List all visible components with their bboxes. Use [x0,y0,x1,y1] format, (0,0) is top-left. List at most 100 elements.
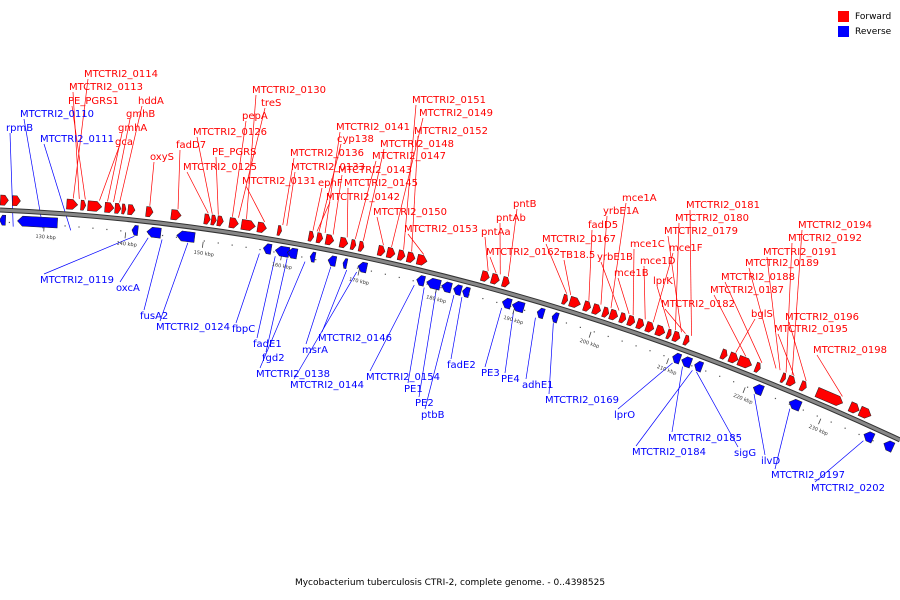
label-mtctri2-0142: MTCTRI2_0142 [326,192,400,203]
label-pe-pgrs1: PE_PGRS1 [68,96,119,107]
gene-body [342,258,349,270]
forward-gene-52 [785,374,796,387]
label-mtctri2-0154: MTCTRI2_0154 [366,372,440,383]
gene-body [568,295,581,308]
forward-gene-24 [357,240,365,252]
reverse-gene-7 [274,245,291,258]
gene-body [453,284,463,296]
forward-gene-48 [727,351,739,364]
label-pe4: PE4 [501,374,520,385]
gene-body [551,312,560,324]
label-mce1f: mce1F [669,243,703,254]
leader-mtctri2-0147 [354,160,377,240]
gene-body [0,214,7,226]
label-pe1: PE1 [404,384,423,395]
label-mtctri2-0198: MTCTRI2_0198 [813,345,887,356]
minor-tick [92,227,94,229]
reverse-gene-20 [536,307,546,320]
map-caption: Mycobacterium tuberculosis CTRI-2, compl… [294,578,606,588]
leader-mtctri2-0113 [72,91,80,199]
leader-fbpc [235,253,260,324]
gene-body [256,221,267,233]
minor-tick [816,415,818,417]
minor-tick [78,226,80,228]
label-mtctri2-0189: MTCTRI2_0189 [745,258,819,269]
forward-gene-2 [11,195,21,207]
tick-230-kbp: 230 kbp [808,418,829,438]
leader-fade2 [450,297,463,360]
tick-mark [742,387,746,394]
reverse-gene-11 [342,258,349,270]
reverse-gene-18 [501,297,513,310]
gene-body [357,261,369,274]
gene-body [635,317,645,330]
gene-body [582,300,591,312]
gene-body [501,276,510,288]
minor-tick [691,365,693,367]
label-mtctri2-0191: MTCTRI2_0191 [763,247,837,258]
gene-body [146,226,162,239]
gene-body [396,249,406,261]
label-mtctri2-0202: MTCTRI2_0202 [811,483,885,494]
leader-fgd2 [265,258,288,353]
leader-mtctri2-0141 [324,131,341,233]
tick-label: 130 kbp [35,234,56,241]
tick-220-kbp: 220 kbp [732,387,753,406]
leader-mtctri2-0154 [369,284,415,372]
label-fade2: fadE2 [447,360,476,371]
forward-gene-22 [338,236,349,249]
leader-yrbe1a [600,215,608,305]
leader-pe4 [504,311,514,374]
reverse-gene-10 [327,255,338,267]
gene-body [324,234,335,246]
label-mtctri2-0141: MTCTRI2_0141 [336,122,410,133]
label-mtctri2-0125: MTCTRI2_0125 [183,162,257,173]
label-sigg: sigG [734,448,756,459]
label-mtctri2-0188: MTCTRI2_0188 [721,272,795,283]
gene-body [798,380,807,392]
minor-tick [161,234,164,237]
legend-forward: Forward [838,9,891,24]
gene-body [847,401,860,414]
leader-mtctri2-0187 [713,294,747,357]
label-pe2: PE2 [415,398,434,409]
gene-body [114,202,122,214]
gene-body [672,352,683,365]
leader-mtctri2-0151 [403,104,417,250]
leader-lpro [617,362,673,410]
reverse-gene-8 [286,247,299,260]
label-mtctri2-0133: MTCTRI2_0133 [291,162,365,173]
leader-mtctri2-0146 [321,269,348,333]
leader-mtctri2-0152 [411,135,419,252]
leader-mce1b [617,277,630,315]
forward-gene-29 [415,253,428,266]
gene-body [618,312,627,324]
reverse-gene-6 [263,243,273,255]
label-pepa: pepA [242,111,268,122]
leader-oxys [149,161,155,206]
forward-gene-14 [216,215,224,227]
label-mtctri2-0113: MTCTRI2_0113 [69,82,143,93]
gene-body [274,245,291,258]
tick-label: 180 kbp [425,294,446,305]
legend-reverse: Reverse [838,24,891,39]
tick-mark [357,269,360,276]
tick-label: 140 kbp [116,240,137,248]
label-mtctri2-0162: MTCTRI2_0162 [486,247,560,258]
forward-gene-42 [644,321,655,333]
backbone-line [0,208,900,442]
label-rpmb: rpmB [6,123,33,134]
legend-reverse-label: Reverse [855,26,892,37]
label-mtctri2-0185: MTCTRI2_0185 [668,433,742,444]
tick-label: 230 kbp [808,424,829,438]
minor-tick [649,350,651,352]
reverse-gene-12 [357,261,369,274]
minor-tick [398,276,400,279]
label-pntab: pntAb [496,213,526,224]
leader-mtctri2-0148 [362,148,385,241]
minor-tick [663,355,665,357]
leader-mtctri2-0195 [777,333,795,377]
label-ephf: ephF [318,178,343,189]
reverse-gene-15 [441,281,453,294]
leader-mtctri2-0162 [489,256,497,274]
